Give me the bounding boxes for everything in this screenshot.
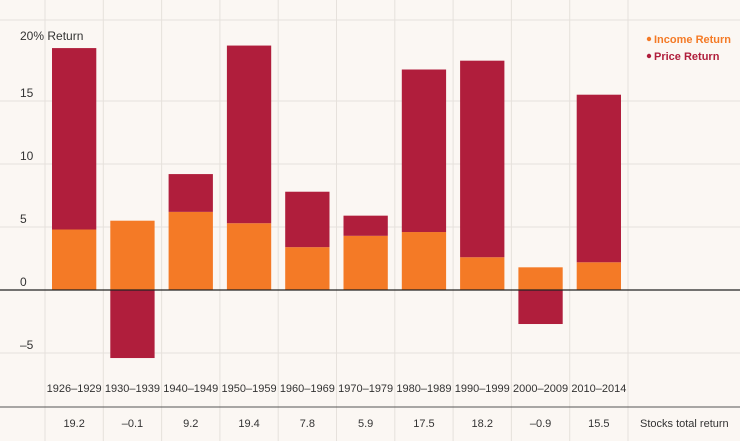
y-axis-title: 20% Return [20, 29, 83, 43]
bar-income-return [460, 257, 505, 290]
y-tick-label: 10 [20, 149, 34, 163]
legend-income-marker [646, 36, 652, 42]
bar-price-return [168, 174, 213, 212]
total-return-value: 19.2 [63, 418, 84, 430]
category-label: 1990–1999 [455, 383, 510, 395]
total-return-value: 17.5 [413, 418, 434, 430]
legend-price-label: Price Return [654, 51, 720, 63]
totals-row-label: Stocks total return [640, 418, 729, 430]
total-return-value: –0.1 [122, 418, 143, 430]
category-label: 1960–1969 [280, 383, 335, 395]
category-labels: 1926–1929 1930–1939 1940–1949 1950–1959 1960… [47, 383, 627, 395]
category-label: 1926–1929 [47, 383, 102, 395]
total-return-value: 9.2 [183, 418, 198, 430]
bar-income-return [401, 232, 447, 290]
bar-income-return [52, 229, 97, 290]
y-tick-label: 0 [20, 275, 27, 289]
bars [52, 45, 621, 359]
bar-price-return [52, 48, 97, 230]
bar-price-return [110, 290, 155, 359]
y-tick-label: –5 [20, 338, 34, 352]
total-return-value: 5.9 [358, 418, 373, 430]
bar-income-return [285, 247, 330, 290]
bar-price-return [285, 191, 330, 248]
category-label: 2000–2009 [513, 383, 568, 395]
bar-price-return [518, 290, 563, 325]
y-tick-label: 5 [20, 212, 27, 226]
total-return-value: 18.2 [472, 418, 493, 430]
y-axis-labels: –5 0 5 10 15 [20, 86, 34, 352]
totals-row: 19.2 –0.1 9.2 19.4 7.8 5.9 17.5 18.2 –0.9 15.5 [63, 418, 609, 430]
bar-income-return [518, 267, 563, 290]
category-label: 1940–1949 [163, 383, 218, 395]
bar-income-return [343, 235, 388, 290]
legend-income-label: Income Return [654, 34, 731, 46]
bar-price-return [460, 60, 505, 258]
total-return-value: 7.8 [300, 418, 315, 430]
legend: Income Return Price Return [646, 34, 731, 63]
bar-price-return [226, 45, 272, 224]
y-tick-label: 15 [20, 86, 34, 100]
bar-income-return [168, 211, 213, 290]
bar-price-return [576, 94, 621, 263]
total-return-value: 19.4 [238, 418, 259, 430]
bar-price-return [401, 69, 447, 233]
category-label: 1930–1939 [105, 383, 160, 395]
total-return-value: –0.9 [530, 418, 551, 430]
category-label: 1950–1959 [222, 383, 277, 395]
bar-income-return [226, 223, 272, 290]
legend-price-marker [646, 53, 652, 59]
category-label: 1980–1989 [396, 383, 451, 395]
category-label: 1970–1979 [338, 383, 393, 395]
bar-income-return [110, 220, 155, 290]
bar-income-return [576, 262, 621, 290]
category-label: 2010–2014 [571, 383, 626, 395]
bar-price-return [343, 215, 388, 236]
total-return-value: 15.5 [588, 418, 609, 430]
